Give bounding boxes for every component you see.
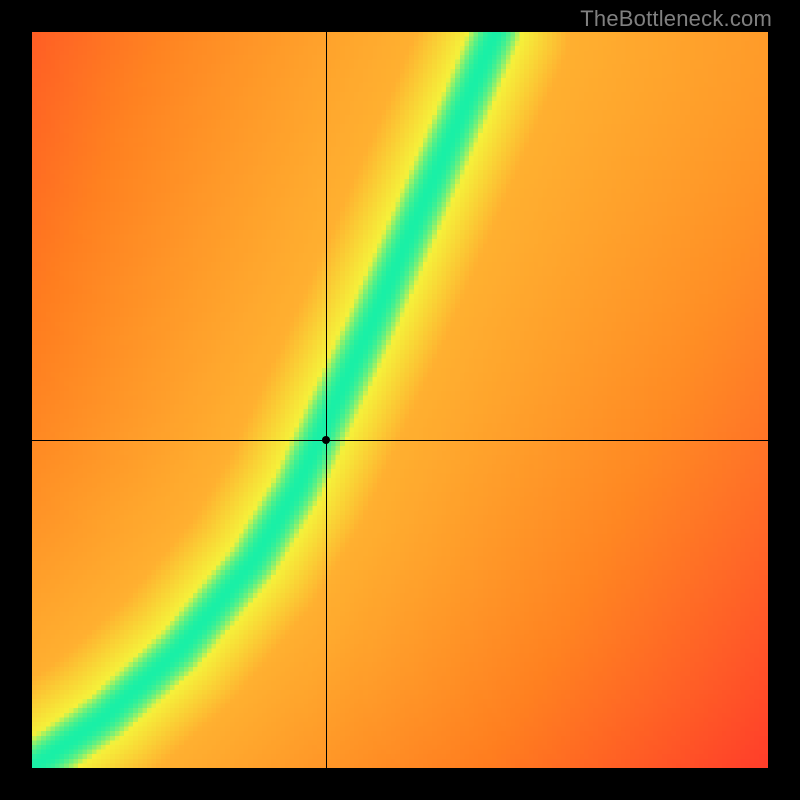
crosshair-vertical xyxy=(326,32,327,768)
crosshair-marker xyxy=(322,436,330,444)
crosshair-horizontal xyxy=(32,440,768,441)
plot-area xyxy=(32,32,768,768)
watermark-text: TheBottleneck.com xyxy=(580,6,772,32)
heatmap-canvas xyxy=(32,32,768,768)
